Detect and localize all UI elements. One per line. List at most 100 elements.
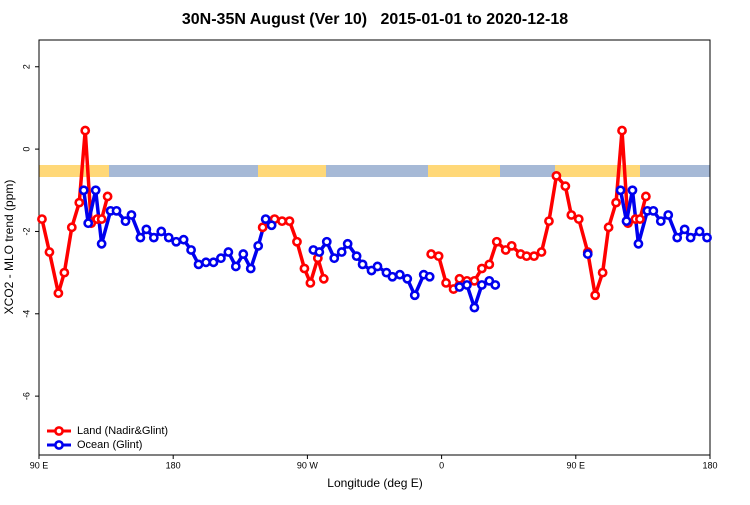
y-tick-label: -6 (21, 392, 31, 400)
data-point (679, 224, 690, 235)
data-point (544, 216, 554, 227)
data-point (120, 216, 131, 227)
data-point (621, 216, 632, 227)
data-point (582, 249, 593, 259)
data-point (284, 216, 295, 227)
data-point (156, 226, 167, 237)
data-point (617, 125, 627, 136)
data-point (394, 269, 405, 280)
data-point (171, 236, 182, 247)
data-point (74, 197, 85, 208)
data-point (694, 226, 705, 237)
data-point (305, 278, 316, 288)
data-point (573, 214, 584, 224)
data-point (126, 210, 137, 220)
data-point (78, 185, 89, 196)
data-point (351, 251, 362, 262)
data-point (426, 249, 437, 259)
data-point (163, 232, 174, 243)
data-point (387, 271, 398, 282)
x-tick-label: 90 E (30, 460, 49, 470)
x-tick-label: 180 (166, 460, 181, 470)
data-point (441, 278, 451, 288)
data-point (672, 232, 683, 243)
legend-label: Land (Nadir&Glint) (77, 425, 168, 437)
data-point (491, 236, 502, 247)
data-point (560, 181, 571, 192)
data-point (490, 280, 501, 290)
data-point (424, 271, 435, 282)
data-point (111, 205, 122, 216)
data-point (342, 238, 353, 249)
data-point (402, 273, 413, 284)
data-point (141, 224, 152, 235)
data-point (454, 282, 465, 292)
y-tick-label: -2 (21, 227, 31, 235)
data-point (260, 214, 271, 224)
data-point (590, 290, 601, 301)
legend: Land (Nadir&Glint) Ocean (Glint) (47, 425, 168, 451)
data-point (454, 273, 465, 284)
data-point (318, 273, 329, 284)
data-point (469, 302, 480, 313)
data-point (597, 267, 608, 278)
x-tick-label: 0 (439, 460, 444, 470)
data-point (186, 245, 196, 255)
data-point (208, 257, 219, 268)
x-tick-label: 90 E (567, 460, 586, 470)
data-point (469, 275, 480, 286)
data-point (321, 236, 332, 247)
data-point (90, 185, 101, 196)
data-point (506, 240, 517, 251)
x-tick-label: 90 W (297, 460, 319, 470)
y-tick-label: 0 (21, 147, 31, 152)
data-point (216, 253, 226, 264)
data-point (44, 247, 55, 257)
data-point (484, 259, 495, 270)
data-point (102, 191, 113, 202)
data-point (566, 210, 577, 220)
data-point (59, 267, 70, 278)
data-point (53, 288, 64, 299)
data-point (655, 216, 666, 227)
legend-label: Ocean (Glint) (77, 439, 142, 451)
data-point (357, 259, 368, 270)
data-point (640, 191, 651, 202)
data-point (476, 280, 487, 290)
data-point (80, 125, 91, 136)
data-point (521, 251, 532, 262)
data-point (615, 185, 626, 196)
data-point (277, 216, 287, 227)
data-point (96, 214, 107, 224)
data-point (148, 232, 159, 243)
data-point (462, 280, 472, 290)
data-point (257, 222, 268, 233)
data-point (37, 214, 47, 224)
data-point (329, 253, 340, 264)
data-point (551, 170, 562, 181)
land-ocean-strip (39, 165, 710, 177)
data-point (702, 232, 712, 243)
data-point (230, 261, 241, 272)
y-tick-label: 2 (21, 64, 31, 69)
x-axis-label: Longitude (deg E) (327, 476, 422, 490)
data-point (536, 247, 547, 257)
legend-marker (54, 426, 64, 436)
data-point (299, 263, 310, 274)
data-point (193, 259, 204, 270)
data-point (292, 236, 302, 247)
plot-frame (38, 39, 711, 456)
data-point (135, 232, 146, 243)
legend-marker (54, 440, 64, 450)
data-point (314, 247, 325, 257)
data-point (245, 263, 256, 274)
data-point (476, 263, 487, 274)
data-point (433, 251, 444, 262)
data-point (266, 220, 277, 231)
data-point (83, 218, 94, 229)
data-point (633, 238, 644, 249)
data-point (529, 251, 539, 262)
data-point (685, 232, 696, 243)
data-point (66, 222, 77, 233)
